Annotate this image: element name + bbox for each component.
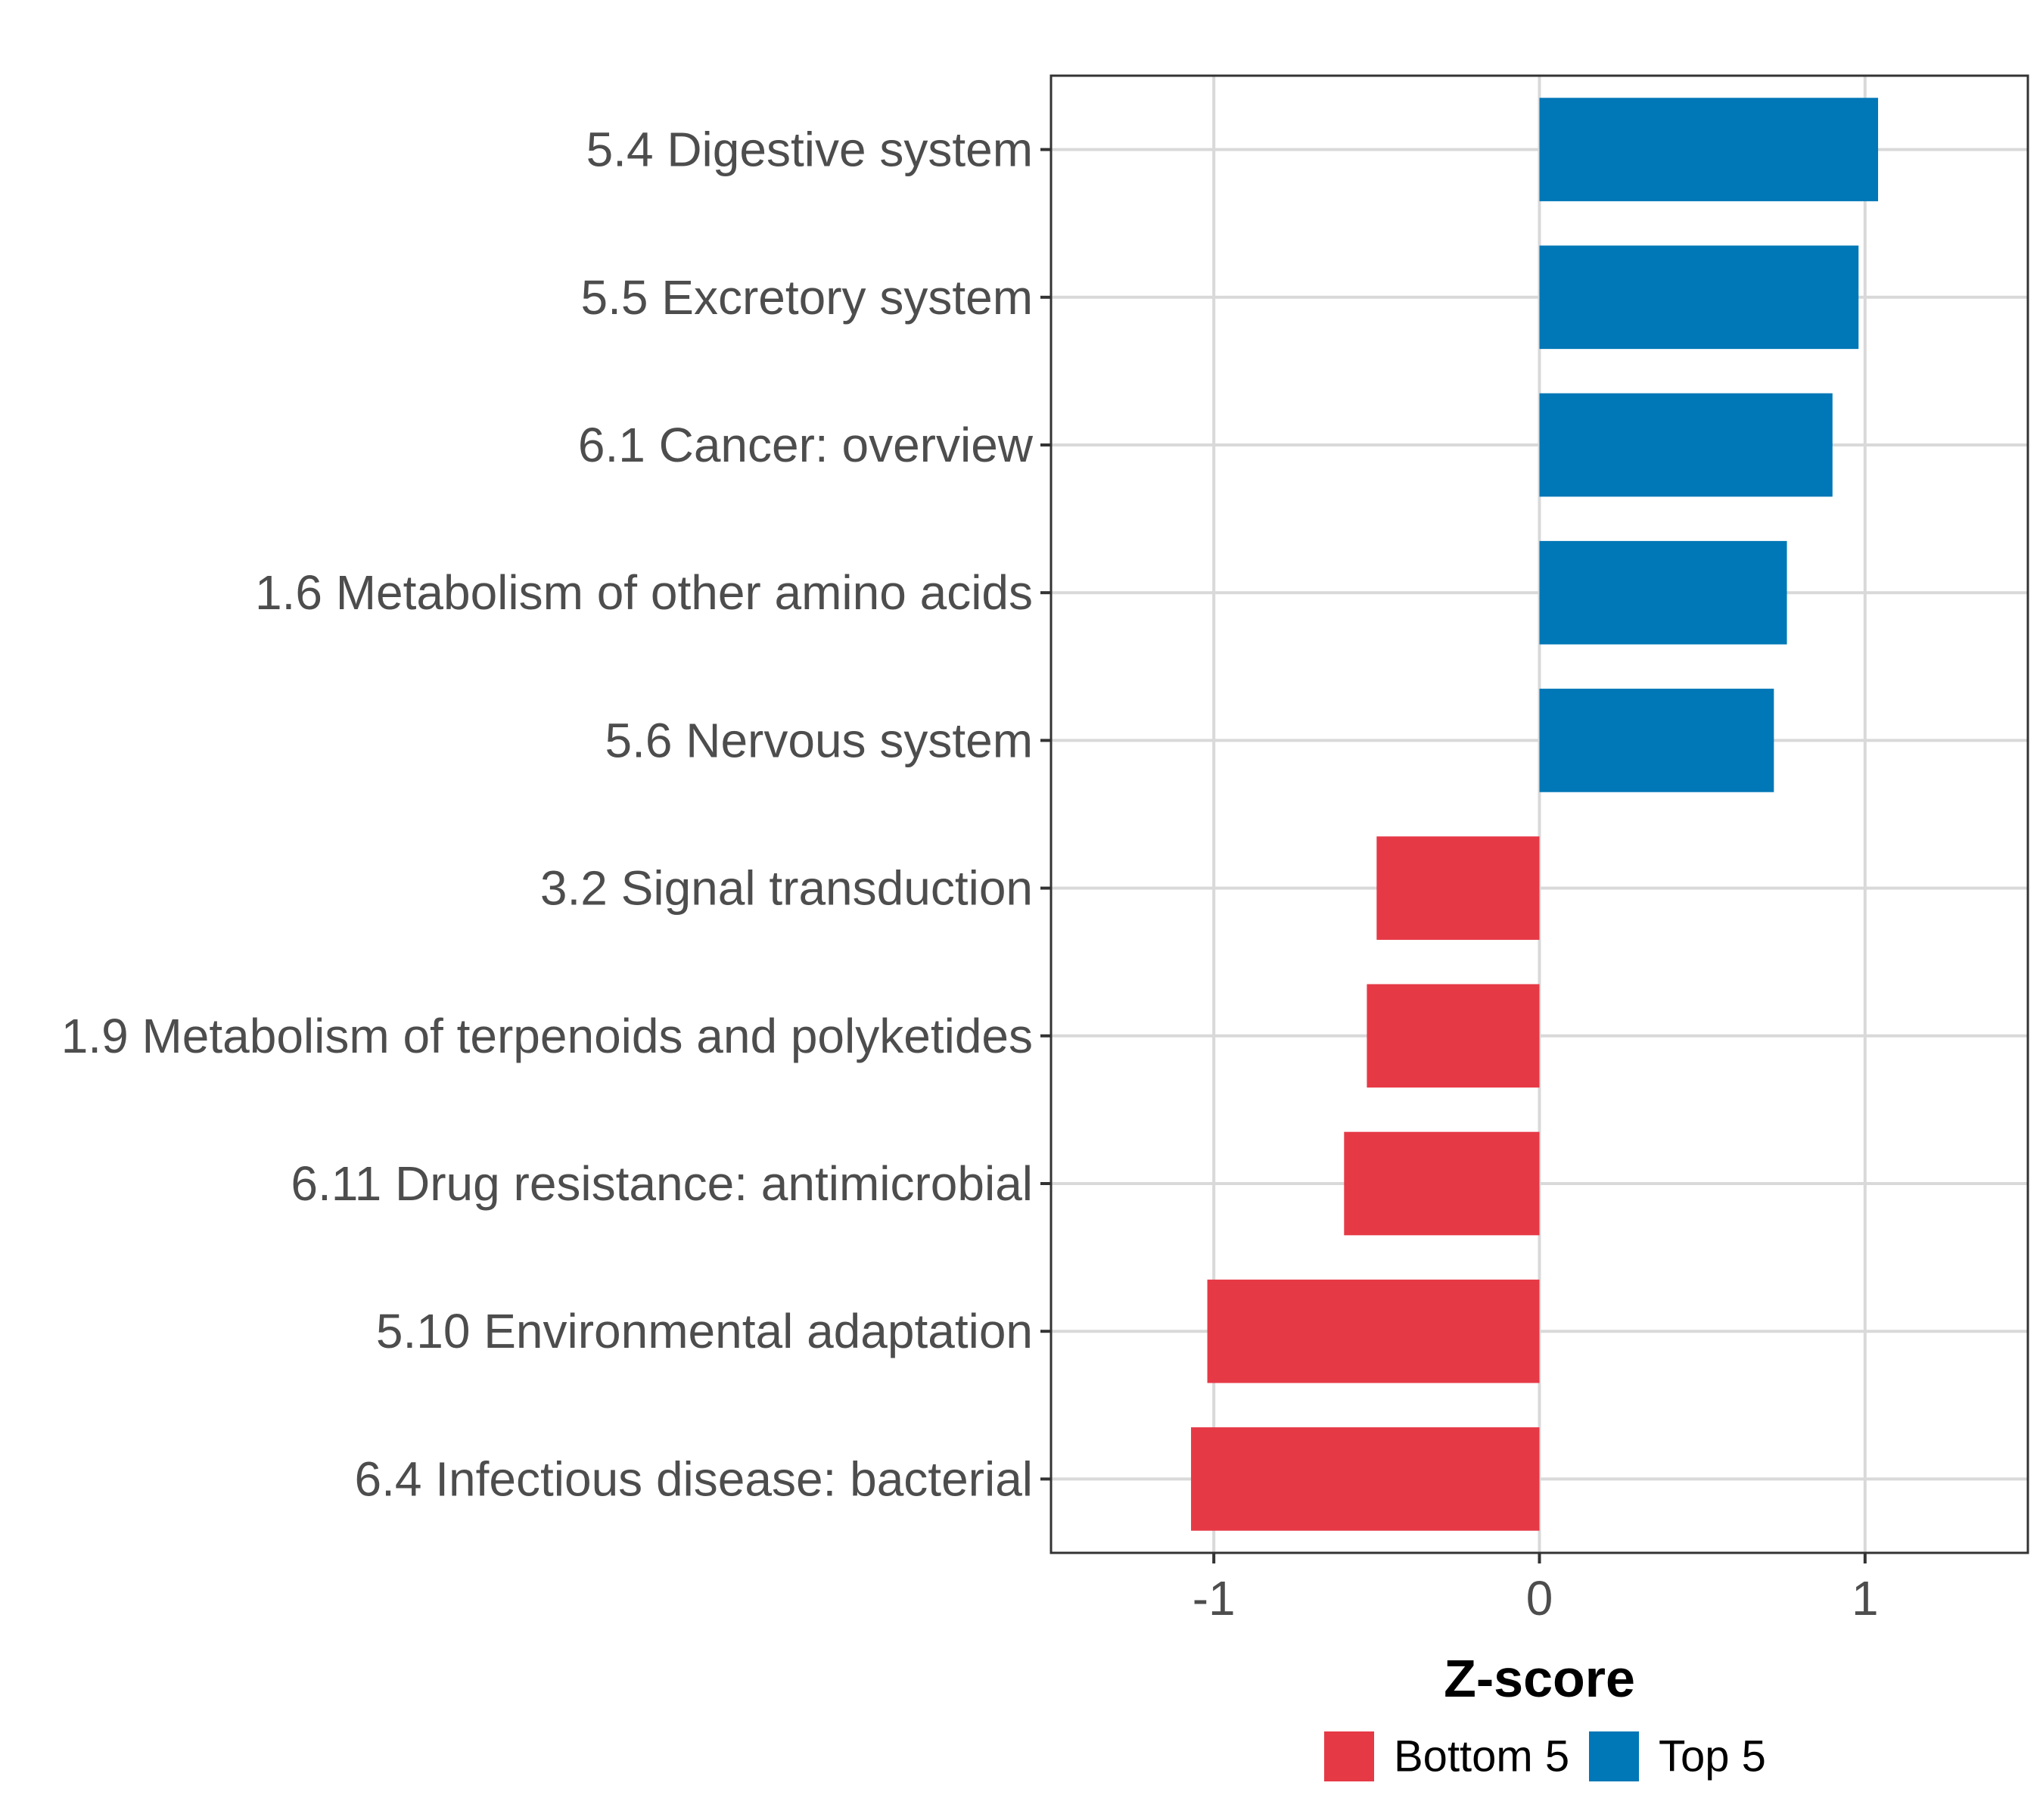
bar xyxy=(1376,836,1540,940)
y-tick-label: 5.10 Environmental adaptation xyxy=(376,1304,1033,1358)
y-tick-label: 5.4 Digestive system xyxy=(586,123,1033,177)
legend-swatch xyxy=(1589,1731,1639,1781)
legend-label: Top 5 xyxy=(1659,1732,1766,1781)
bar xyxy=(1539,689,1774,792)
y-tick-label: 6.1 Cancer: overview xyxy=(578,418,1034,472)
y-tick-label: 6.11 Drug resistance: antimicrobial xyxy=(291,1156,1033,1211)
bar xyxy=(1539,393,1833,497)
axis-layer: 5.4 Digestive system 5.5 Excretory system… xyxy=(61,123,1879,1626)
legend-swatch xyxy=(1324,1731,1374,1781)
bar xyxy=(1191,1427,1540,1531)
x-tick-label: -1 xyxy=(1193,1571,1236,1626)
bar xyxy=(1344,1131,1540,1236)
legend-label: Bottom 5 xyxy=(1394,1732,1569,1781)
y-tick-label: 6.4 Infectious disease: bacterial xyxy=(354,1451,1033,1506)
y-tick-label: 1.9 Metabolism of terpenoids and polyket… xyxy=(61,1009,1033,1063)
bar xyxy=(1539,245,1859,350)
x-axis-title: Z-score xyxy=(1444,1649,1635,1708)
x-tick-label: 1 xyxy=(1852,1571,1879,1626)
y-tick-label: 5.5 Excretory system xyxy=(581,270,1034,325)
y-tick-label: 5.6 Nervous system xyxy=(605,713,1033,767)
y-tick-label: 1.6 Metabolism of other amino acids xyxy=(255,565,1033,620)
y-tick-label: 3.2 Signal transduction xyxy=(540,861,1033,916)
legend: Bottom 5 Top 5 xyxy=(1324,1731,1766,1781)
bar-layer xyxy=(1191,98,1879,1531)
bar xyxy=(1207,1279,1540,1383)
bar xyxy=(1367,984,1540,1088)
bar xyxy=(1539,540,1787,645)
x-tick-label: 0 xyxy=(1526,1571,1553,1626)
bar xyxy=(1539,98,1879,201)
